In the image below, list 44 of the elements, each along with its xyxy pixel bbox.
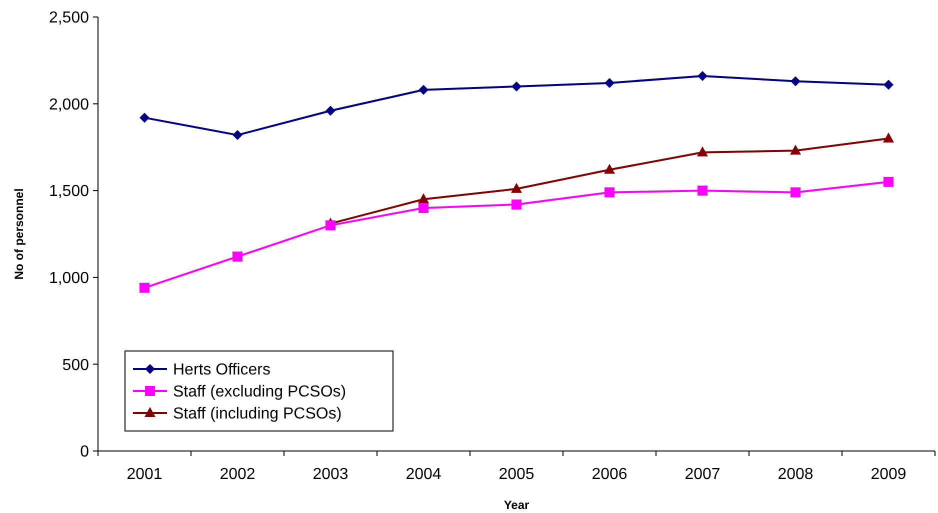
point [884,80,894,90]
x-tick-label: 2005 [498,466,534,483]
y-tick-label: 1,000 [48,270,90,287]
legend-label: Staff (including PCSOs) [173,406,342,423]
y-tick-label: 500 [62,356,90,374]
point [326,220,336,230]
x-tick-label: 2002 [220,466,256,483]
x-tick-label: 2007 [684,466,720,483]
y-tick-label: 0 [80,444,90,461]
point [232,130,242,140]
point [790,144,801,155]
point [604,78,614,88]
y-tick-label: 2,000 [48,96,90,114]
y-axis-title: No of personnel [12,188,26,280]
point [418,193,429,204]
point [604,164,615,174]
point [232,252,242,262]
point [512,81,522,92]
x-tick-label: 2001 [126,466,162,483]
legend-label: Staff (excluding PCSOs) [173,384,346,401]
point [697,146,708,156]
x-tick-label: 2003 [312,466,348,483]
point [511,182,522,193]
point [418,84,428,95]
x-tick-label: 2008 [778,466,814,483]
point [790,187,800,198]
point [884,176,894,187]
point [698,186,708,196]
x-tick-label: 2009 [870,466,906,483]
point [512,199,522,210]
x-tick-label: 2004 [406,466,442,483]
point [140,112,150,123]
point [418,202,428,213]
point [790,76,800,86]
point [698,71,708,82]
point [140,282,150,293]
point [326,106,336,116]
y-tick-label: 2,500 [48,10,90,27]
point [883,132,894,143]
x-axis-title: Year [504,498,530,512]
legend-label: Herts Officers [173,362,270,379]
x-tick-label: 2006 [592,466,628,483]
y-tick-label: 1,500 [48,183,90,200]
point [604,187,614,198]
